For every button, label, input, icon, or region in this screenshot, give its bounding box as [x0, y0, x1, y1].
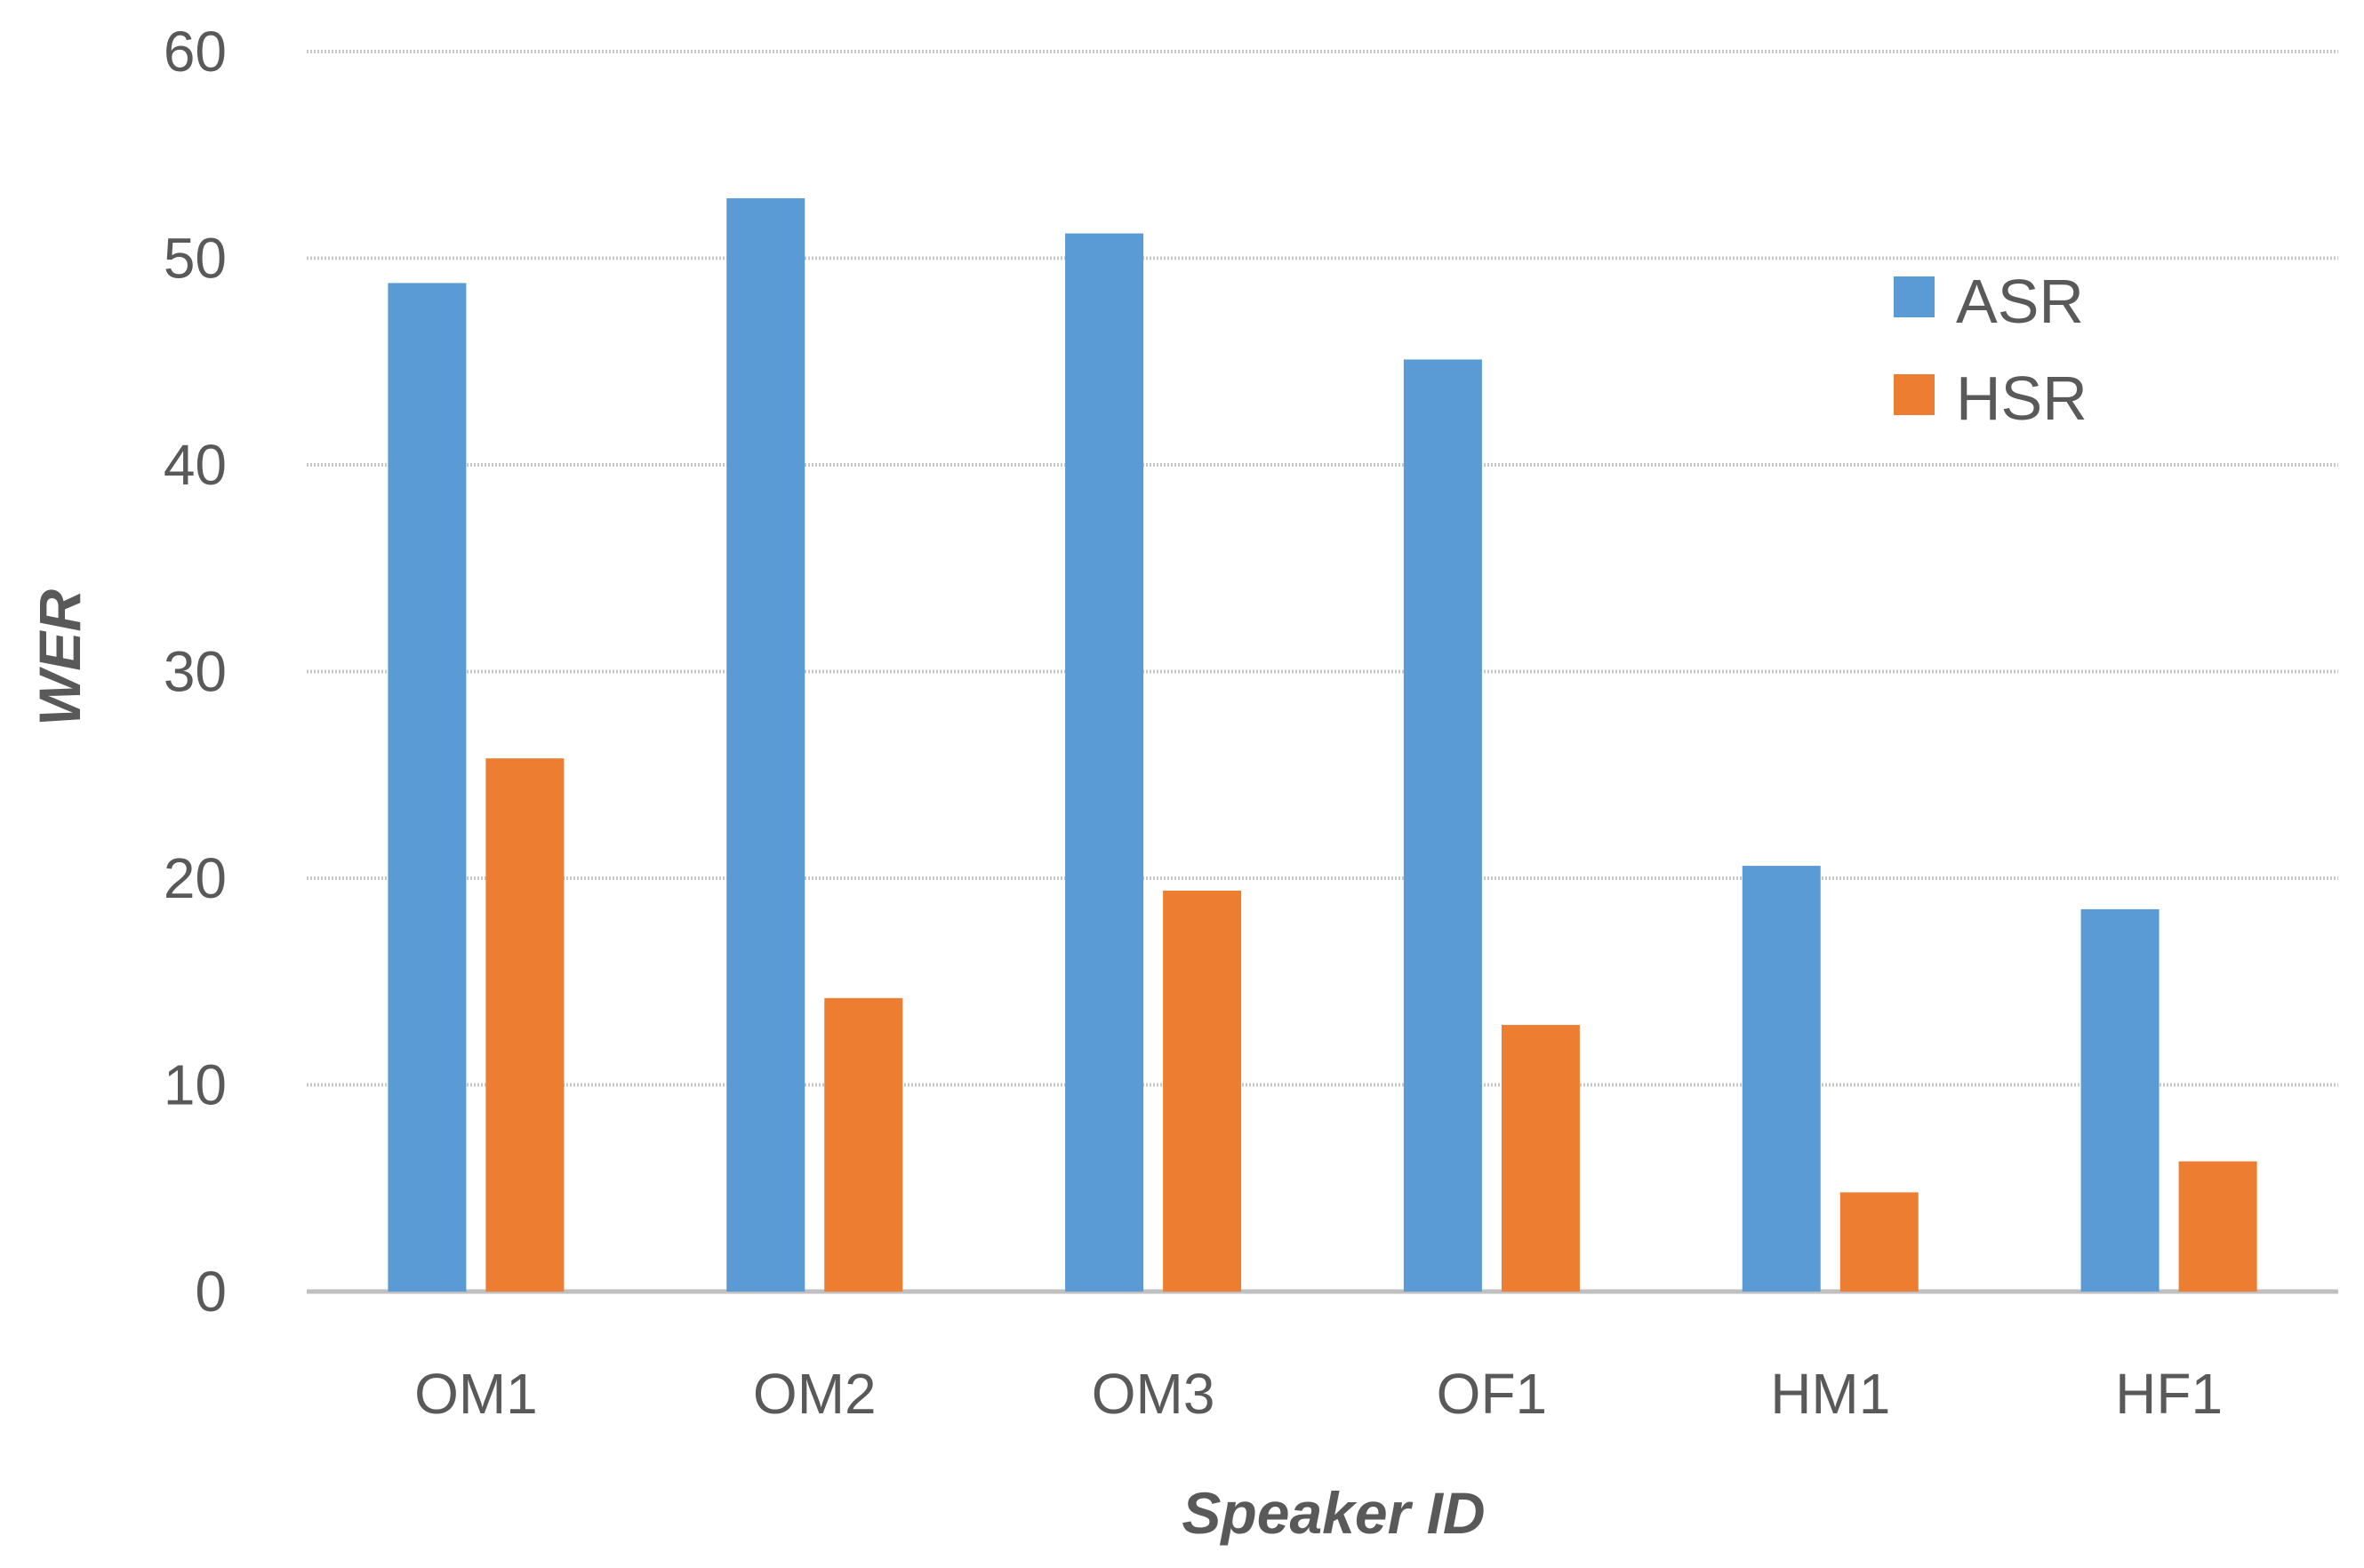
y-axis-ticks: 0 10 20 30 40 50 60 — [164, 20, 227, 1324]
bar-asr-hf1 — [2080, 908, 2160, 1292]
x-tick-label: OM2 — [753, 1362, 877, 1426]
bars — [388, 198, 2257, 1292]
y-tick-label: 0 — [195, 1260, 227, 1324]
bar-asr-hm1 — [1742, 866, 1821, 1292]
legend-label-asr: ASR — [1956, 267, 2084, 336]
bar-hsr-om2 — [824, 997, 903, 1292]
y-tick-label: 60 — [164, 20, 227, 84]
y-tick-label: 30 — [164, 640, 227, 704]
bar-hsr-of1 — [1501, 1025, 1580, 1292]
y-tick-label: 20 — [164, 846, 227, 910]
x-tick-label: HF1 — [2115, 1362, 2223, 1426]
bar-hsr-om3 — [1163, 890, 1242, 1292]
y-tick-label: 50 — [164, 227, 227, 291]
x-axis-ticks: OM1 OM2 OM3 OF1 HM1 HF1 — [414, 1362, 2223, 1426]
x-tick-label: OM1 — [414, 1362, 538, 1426]
bar-hsr-hm1 — [1839, 1192, 1919, 1292]
bar-asr-om3 — [1065, 233, 1144, 1292]
bar-asr-om1 — [388, 283, 467, 1292]
y-tick-label: 40 — [164, 433, 227, 497]
legend-swatch-asr — [1894, 276, 1935, 317]
bar-asr-of1 — [1403, 359, 1482, 1292]
x-tick-label: OM3 — [1092, 1362, 1215, 1426]
bar-hsr-hf1 — [2178, 1161, 2257, 1292]
y-tick-label: 10 — [164, 1053, 227, 1117]
legend-label-hsr: HSR — [1956, 364, 2088, 433]
x-tick-label: OF1 — [1437, 1362, 1547, 1426]
gridlines — [307, 50, 2338, 1294]
x-tick-label: HM1 — [1770, 1362, 1890, 1426]
bar-hsr-om1 — [485, 758, 565, 1292]
legend: ASR HSR — [1894, 267, 2088, 433]
y-axis-title: WER — [27, 589, 92, 726]
bar-asr-om2 — [726, 198, 805, 1292]
x-axis-title: Speaker ID — [1182, 1480, 1485, 1546]
legend-swatch-hsr — [1894, 374, 1935, 415]
